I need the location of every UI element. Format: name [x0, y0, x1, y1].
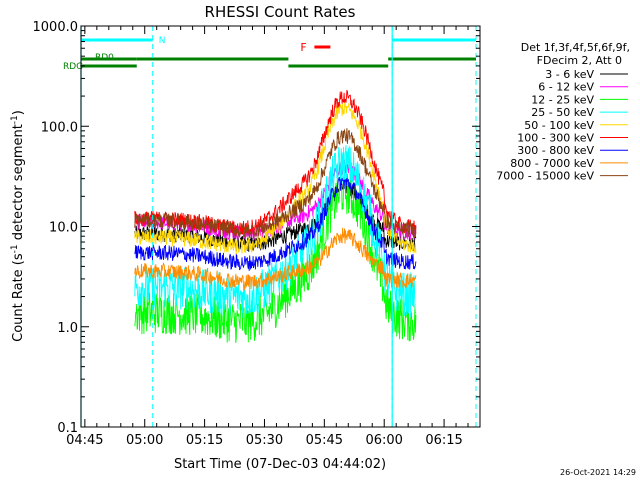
y-axis-label-close: ): [11, 110, 26, 115]
y-axis-label-main: Count Rate (s: [11, 253, 26, 342]
y-tick-label-1: 1.0: [57, 321, 78, 336]
trace-7000-15000keV: [134, 128, 417, 239]
x-tick-label-3: 05:30: [246, 433, 283, 448]
night-label: N: [159, 36, 166, 46]
trace-300-800keV: [134, 176, 417, 271]
axes-layer: 0.1 1.0 10.0 100.0 1000.0 04:45 05:00 05:15 05:3…: [33, 20, 481, 448]
text-layer: RHESSI Count Rates Start Time (07-Dec-03…: [10, 3, 636, 477]
y-tick-label-2: 10.0: [49, 221, 78, 236]
legend-label-6: 300 - 800 keV: [517, 144, 594, 157]
x-tick-label-4: 05:45: [306, 433, 343, 448]
rd0-label: RD0: [95, 53, 114, 63]
legend-label-4: 50 - 100 keV: [524, 119, 594, 132]
y-axis-label-sup-2: -1: [10, 115, 20, 124]
generation-timestamp: 26-Oct-2021 14:29: [560, 468, 636, 477]
trace-100-300keV: [134, 89, 417, 236]
y-axis-label-sup: -1: [10, 244, 20, 253]
y-axis-label-tail: detector segment: [11, 124, 26, 244]
legend-label-8: 7000 - 15000 keV: [496, 170, 594, 183]
trace-800-7000keV: [134, 227, 417, 291]
x-tick-label-0: 04:45: [66, 433, 103, 448]
legend-label-7: 800 - 7000 keV: [510, 157, 594, 170]
legend-label-1: 6 - 12 keV: [538, 81, 594, 94]
y-tick-label-4: 1000.0: [33, 20, 79, 35]
x-tick-label-6: 06:15: [425, 433, 462, 448]
legend-label-5: 100 - 300 keV: [517, 132, 594, 145]
trace-layer: [134, 89, 417, 343]
x-tick-label-2: 05:15: [186, 433, 223, 448]
rdg-label: RDG: [63, 62, 83, 72]
legend-label-0: 3 - 6 keV: [545, 68, 594, 81]
legend-label-2: 12 - 25 keV: [531, 93, 594, 106]
flare-label: F: [300, 41, 306, 54]
y-tick-label-0: 0.1: [57, 421, 78, 436]
x-tick-label-5: 06:00: [365, 433, 402, 448]
trace-12-25keV: [134, 171, 417, 343]
legend-header-line-1: Det 1f,3f,4f,5f,6f,9f,: [521, 41, 630, 54]
y-axis-label: Count Rate (s-1 detector segment-1): [10, 110, 26, 342]
y-tick-label-3: 100.0: [41, 120, 78, 135]
legend-header-line-2: FDecim 2, Att 0: [537, 54, 622, 67]
x-axis-label: Start Time (07-Dec-03 04:44:02): [174, 457, 386, 472]
chart-title: RHESSI Count Rates: [205, 3, 356, 21]
legend-label-3: 25 - 50 keV: [531, 106, 594, 119]
x-tick-label-1: 05:00: [126, 433, 163, 448]
trace-25-50keV: [134, 145, 417, 318]
